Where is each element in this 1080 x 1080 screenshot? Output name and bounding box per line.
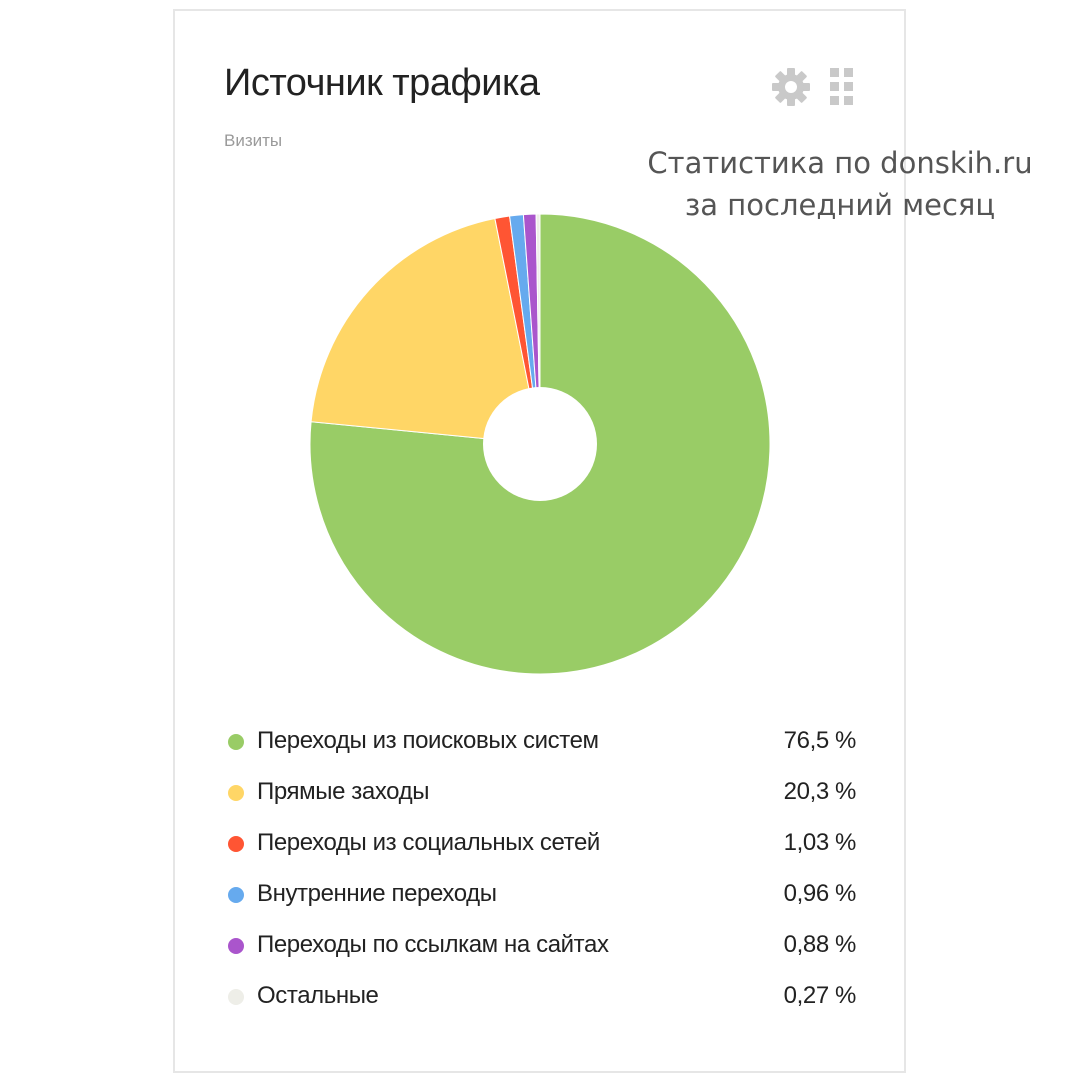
card-title: Источник трафика bbox=[224, 62, 540, 104]
legend-label: Переходы из социальных сетей bbox=[257, 829, 600, 856]
legend-item[interactable]: Переходы по ссылкам на сайтах 0,88 % bbox=[224, 920, 864, 971]
legend-value: 0,88 % bbox=[783, 931, 857, 958]
legend-label: Прямые заходы bbox=[257, 778, 430, 805]
pie-slice-2[interactable] bbox=[310, 217, 541, 445]
legend-color-dot bbox=[228, 887, 244, 903]
legend-label: Внутренние переходы bbox=[257, 880, 497, 907]
legend-value: 1,03 % bbox=[783, 829, 857, 856]
legend-value: 20,3 % bbox=[783, 778, 857, 805]
legend-color-dot bbox=[228, 785, 244, 801]
legend-value: 0,27 % bbox=[783, 982, 857, 1009]
legend-item[interactable]: Остальные 0,27 % bbox=[224, 971, 864, 1022]
drag-handle-button[interactable] bbox=[826, 66, 860, 108]
legend-color-dot bbox=[228, 989, 244, 1005]
legend-color-dot bbox=[228, 836, 244, 852]
overlay-caption: Статистика по donskih.ru за последний ме… bbox=[620, 142, 1060, 226]
legend-item[interactable]: Переходы из социальных сетей 1,03 % bbox=[224, 818, 864, 869]
settings-button[interactable] bbox=[770, 66, 812, 108]
legend-label: Переходы из поисковых систем bbox=[257, 727, 599, 754]
legend-color-dot bbox=[228, 938, 244, 954]
gear-icon bbox=[772, 68, 810, 106]
legend-item[interactable]: Прямые заходы 20,3 % bbox=[224, 767, 864, 818]
legend-label: Переходы по ссылкам на сайтах bbox=[257, 931, 609, 958]
donut-chart bbox=[309, 213, 771, 675]
overlay-caption-line2: за последний месяц bbox=[684, 188, 996, 222]
legend-color-dot bbox=[228, 734, 244, 750]
legend-label: Остальные bbox=[257, 982, 379, 1009]
legend-value: 0,96 % bbox=[783, 880, 857, 907]
legend-item[interactable]: Переходы из поисковых систем 76,5 % bbox=[224, 716, 864, 767]
legend-value: 76,5 % bbox=[783, 727, 857, 754]
drag-grid-icon bbox=[830, 68, 853, 105]
overlay-caption-line1: Статистика по donskih.ru bbox=[647, 146, 1033, 180]
legend-item[interactable]: Внутренние переходы 0,96 % bbox=[224, 869, 864, 920]
pie-slice-6[interactable] bbox=[535, 213, 541, 445]
chart-legend: Переходы из поисковых систем 76,5 % Прямые… bbox=[224, 716, 864, 1022]
pie-slice-1[interactable] bbox=[309, 213, 771, 675]
donut-hole bbox=[483, 387, 597, 501]
card-subtitle: Визиты bbox=[224, 131, 283, 150]
